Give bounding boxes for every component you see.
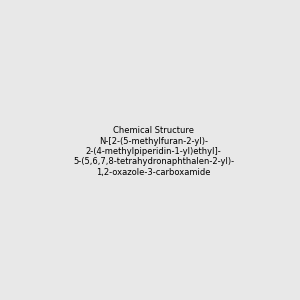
Text: Chemical Structure
N-[2-(5-methylfuran-2-yl)-
2-(4-methylpiperidin-1-yl)ethyl]-
: Chemical Structure N-[2-(5-methylfuran-2… [73, 126, 234, 177]
